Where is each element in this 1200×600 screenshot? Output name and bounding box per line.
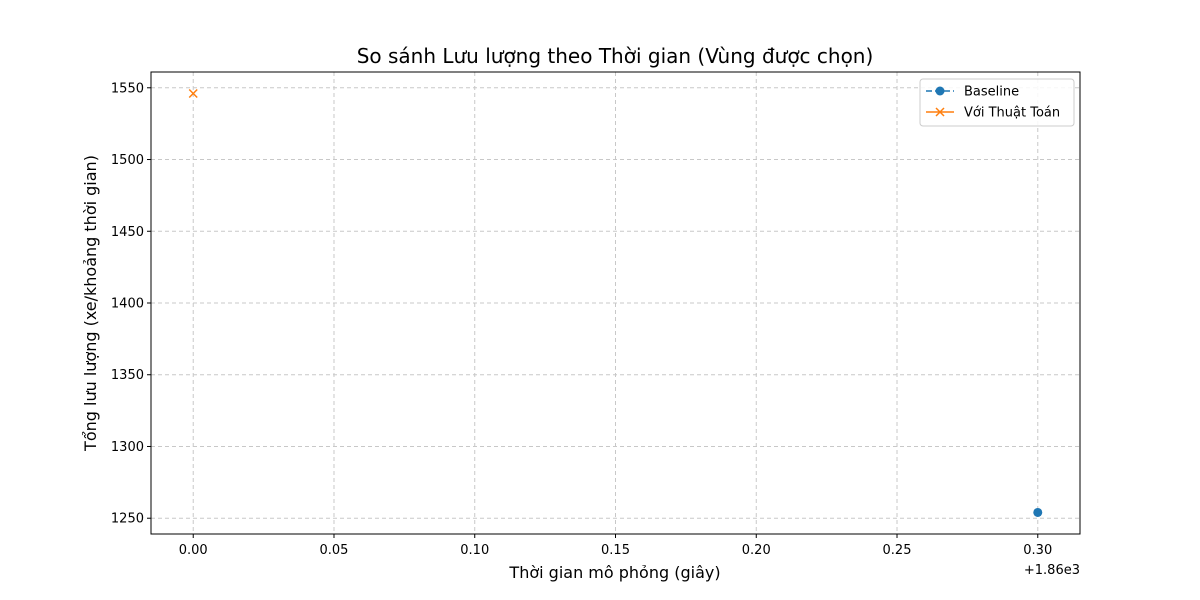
y-tick-label: 1250 (111, 512, 144, 527)
x-axis-offset: +1.86e3 (1024, 563, 1080, 578)
plot-data (188, 88, 1043, 517)
x-tick-label: 0.25 (883, 543, 912, 558)
x-tick-label: 0.05 (320, 543, 349, 558)
legend-label: Baseline (964, 85, 1019, 100)
y-axis: 1250 1300 1350 1400 1450 1500 1550 (111, 81, 151, 527)
legend-marker (935, 107, 945, 117)
y-tick-label: 1350 (111, 368, 144, 383)
legend-box (919, 78, 1075, 127)
x-axis-label: Thời gian mô phỏng (giây) (508, 563, 720, 582)
x-axis: 0.00 0.05 0.10 0.15 0.20 0.25 0.30 (179, 534, 1052, 558)
y-axis-label: Tổng lưu lượng (xe/khoảng thời gian) (81, 155, 100, 452)
data-point-series-1 (188, 88, 198, 99)
legend-marker (935, 86, 945, 96)
x-tick-label: 0.10 (460, 543, 489, 558)
grid (151, 72, 1080, 534)
x-tick-label: 0.00 (179, 543, 208, 558)
x-tick-label: 0.15 (601, 543, 630, 558)
x-tick-label: 0.20 (742, 543, 771, 558)
y-tick-label: 1450 (111, 225, 144, 240)
y-tick-label: 1550 (111, 81, 144, 96)
legend: Baseline Với Thuật Toán (919, 78, 1075, 127)
y-tick-label: 1500 (111, 153, 144, 168)
x-tick-label: 0.30 (1023, 543, 1052, 558)
y-tick-label: 1400 (111, 297, 144, 312)
chart-title: So sánh Lưu lượng theo Thời gian (Vùng đ… (357, 44, 874, 68)
legend-label: Với Thuật Toán (964, 106, 1060, 121)
data-point-series-0 (1033, 507, 1043, 517)
y-tick-label: 1300 (111, 440, 144, 455)
